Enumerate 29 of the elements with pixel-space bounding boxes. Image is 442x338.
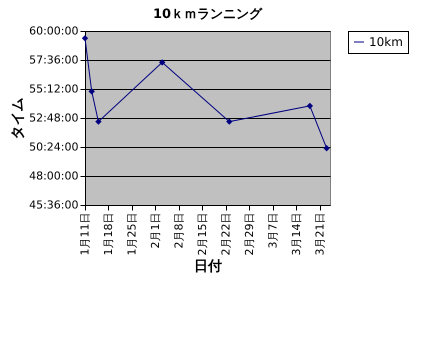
point (323, 145, 330, 152)
point (88, 88, 95, 95)
x-tick-label: 1月11日 (78, 212, 92, 256)
legend-label: 10km (369, 35, 403, 49)
x-tick-label: 2月1日 (148, 212, 162, 248)
x-tick-label: 2月22日 (219, 212, 232, 256)
y-tick-label: 50:24:00 (29, 140, 78, 154)
y-tick-label: 45:36:00 (29, 198, 78, 212)
point (95, 118, 102, 125)
chart-title: 10ｋｍランニング (152, 7, 264, 22)
x-tick-label: 2月29日 (242, 212, 256, 256)
x-tick-label: 3月7日 (266, 212, 280, 248)
x-axis-title: 日付 (194, 258, 222, 274)
y-tick-label: 55:12:00 (29, 82, 78, 96)
point (306, 102, 314, 110)
y-tick-label: 60:00:00 (29, 24, 78, 38)
x-tick-label: 1月18日 (102, 212, 115, 256)
x-tick-label: 2月8日 (172, 212, 186, 248)
point (82, 35, 88, 42)
x-tick-label: 1月25日 (125, 212, 138, 256)
y-tick-label: 52:48:00 (29, 112, 78, 124)
point (159, 59, 166, 66)
y-axis-title: タイム (10, 98, 26, 140)
x-tick-label: 3月21日 (313, 212, 326, 256)
y-tick-label: 57:36:00 (29, 54, 78, 66)
y-tick-label: 48:00:00 (29, 170, 78, 182)
x-tick-label: 2月15日 (196, 212, 209, 256)
x-tick-label: 3月14日 (290, 212, 303, 256)
point (226, 118, 232, 125)
